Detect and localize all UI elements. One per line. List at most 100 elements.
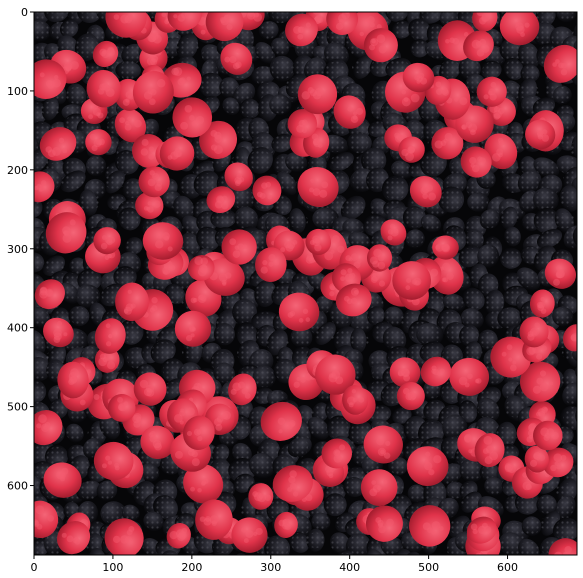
- raspberry: [138, 166, 170, 198]
- blackberry-drupelets: [576, 18, 577, 21]
- blackberry-drupelets: [312, 514, 330, 530]
- blackberry-drupelets: [141, 464, 158, 481]
- blackberry-drupelets: [128, 552, 139, 555]
- raspberry: [303, 127, 330, 158]
- raspberry: [34, 59, 67, 99]
- raspberry: [363, 28, 398, 63]
- blackberry-drupelets: [77, 194, 100, 211]
- blackberry-drupelets: [421, 343, 443, 361]
- blackberry-drupelets: [203, 556, 220, 571]
- blackberry-drupelets: [254, 45, 276, 60]
- raspberry: [199, 120, 238, 160]
- raspberry: [287, 109, 318, 139]
- blackberry-drupelets: [579, 503, 583, 522]
- blackberry-drupelets: [214, 325, 234, 344]
- raspberry: [406, 446, 449, 487]
- blackberry-drupelets: [420, 12, 443, 22]
- raspberry: [132, 71, 174, 114]
- raspberry: [43, 317, 74, 348]
- blackberry-drupelets: [161, 382, 185, 397]
- blackberry: [145, 554, 166, 577]
- raspberry: [34, 171, 55, 203]
- blackberry-drupelets: [255, 65, 271, 86]
- blackberry-drupelets: [166, 284, 183, 304]
- blackberry-drupelets: [349, 233, 370, 248]
- blackberry-drupelets: [557, 12, 575, 21]
- blackberry-drupelets: [421, 152, 446, 175]
- raspberry: [224, 162, 253, 192]
- blackberry-drupelets: [151, 341, 175, 362]
- raspberry: [92, 40, 119, 68]
- raspberry: [420, 356, 452, 387]
- raspberry: [205, 12, 244, 42]
- blackberry-drupelets: [362, 149, 385, 172]
- raspberry: [260, 401, 302, 441]
- blackberry: [577, 261, 583, 290]
- blackberry-drupelets: [534, 159, 559, 176]
- blackberry-drupelets: [308, 557, 328, 573]
- raspberry: [297, 167, 339, 208]
- raspberry: [140, 425, 175, 460]
- blackberry-drupelets: [516, 83, 539, 99]
- raspberry: [326, 12, 359, 35]
- raspberry: [167, 12, 203, 31]
- blackberry-drupelets: [478, 246, 498, 267]
- blackberry-drupelets: [407, 230, 424, 248]
- y-tick-label: 500: [7, 401, 28, 414]
- raspberry: [278, 292, 320, 332]
- blackberry-drupelets: [479, 331, 498, 349]
- blackberry-drupelets: [45, 350, 69, 365]
- blackberry-drupelets: [534, 189, 557, 211]
- blackberry-drupelets: [516, 270, 540, 288]
- berry-image: [34, 12, 583, 578]
- blackberry-drupelets: [500, 534, 524, 555]
- raspberry: [474, 433, 505, 468]
- raspberry: [248, 483, 274, 510]
- blackberry-drupelets: [517, 46, 541, 65]
- blackberry-drupelets: [460, 494, 482, 510]
- blackberry-drupelets: [275, 176, 299, 191]
- blackberry: [449, 556, 467, 576]
- blackberry-drupelets: [426, 291, 444, 313]
- raspberry: [472, 12, 498, 32]
- blackberry-drupelets: [286, 213, 309, 228]
- blackberry-drupelets: [483, 294, 506, 311]
- raspberry: [519, 361, 561, 402]
- blackberry-drupelets: [523, 517, 540, 535]
- blackberry-drupelets: [481, 210, 498, 229]
- blackberry-drupelets: [125, 238, 142, 254]
- raspberry: [206, 186, 236, 214]
- raspberry: [274, 511, 298, 538]
- blackberry: [579, 247, 583, 276]
- blackberry-drupelets: [328, 417, 349, 440]
- blackberry-drupelets: [468, 193, 488, 211]
- blackberry-drupelets: [459, 59, 481, 78]
- raspberry-layer: [34, 12, 577, 555]
- blackberry-drupelets: [411, 40, 428, 57]
- blackberry-drupelets: [383, 177, 407, 200]
- blackberry-drupelets: [232, 556, 254, 574]
- blackberry-drupelets: [46, 446, 67, 467]
- blackberry-drupelets: [291, 532, 308, 552]
- blackberry-drupelets: [200, 74, 222, 97]
- blackberry-drupelets: [569, 141, 577, 156]
- raspberry: [166, 522, 191, 549]
- blackberry-drupelets: [477, 401, 500, 419]
- raspberry: [182, 415, 215, 450]
- raspberry: [107, 393, 136, 422]
- blackberry-drupelets: [564, 384, 577, 405]
- raspberry: [315, 354, 356, 395]
- blackberry-drupelets: [43, 258, 65, 274]
- blackberry-drupelets: [41, 560, 63, 578]
- blackberry-drupelets: [553, 308, 572, 325]
- blackberry-drupelets: [325, 495, 346, 515]
- raspberry: [389, 357, 421, 388]
- raspberry: [252, 175, 282, 206]
- blackberry-drupelets: [351, 59, 375, 75]
- blackberry-drupelets: [463, 344, 483, 360]
- x-tick-label: 500: [418, 561, 439, 574]
- blackberry-drupelets: [265, 537, 289, 555]
- blackberry: [294, 554, 316, 578]
- blackberry-drupelets: [352, 169, 373, 192]
- y-tick-label: 400: [7, 322, 28, 335]
